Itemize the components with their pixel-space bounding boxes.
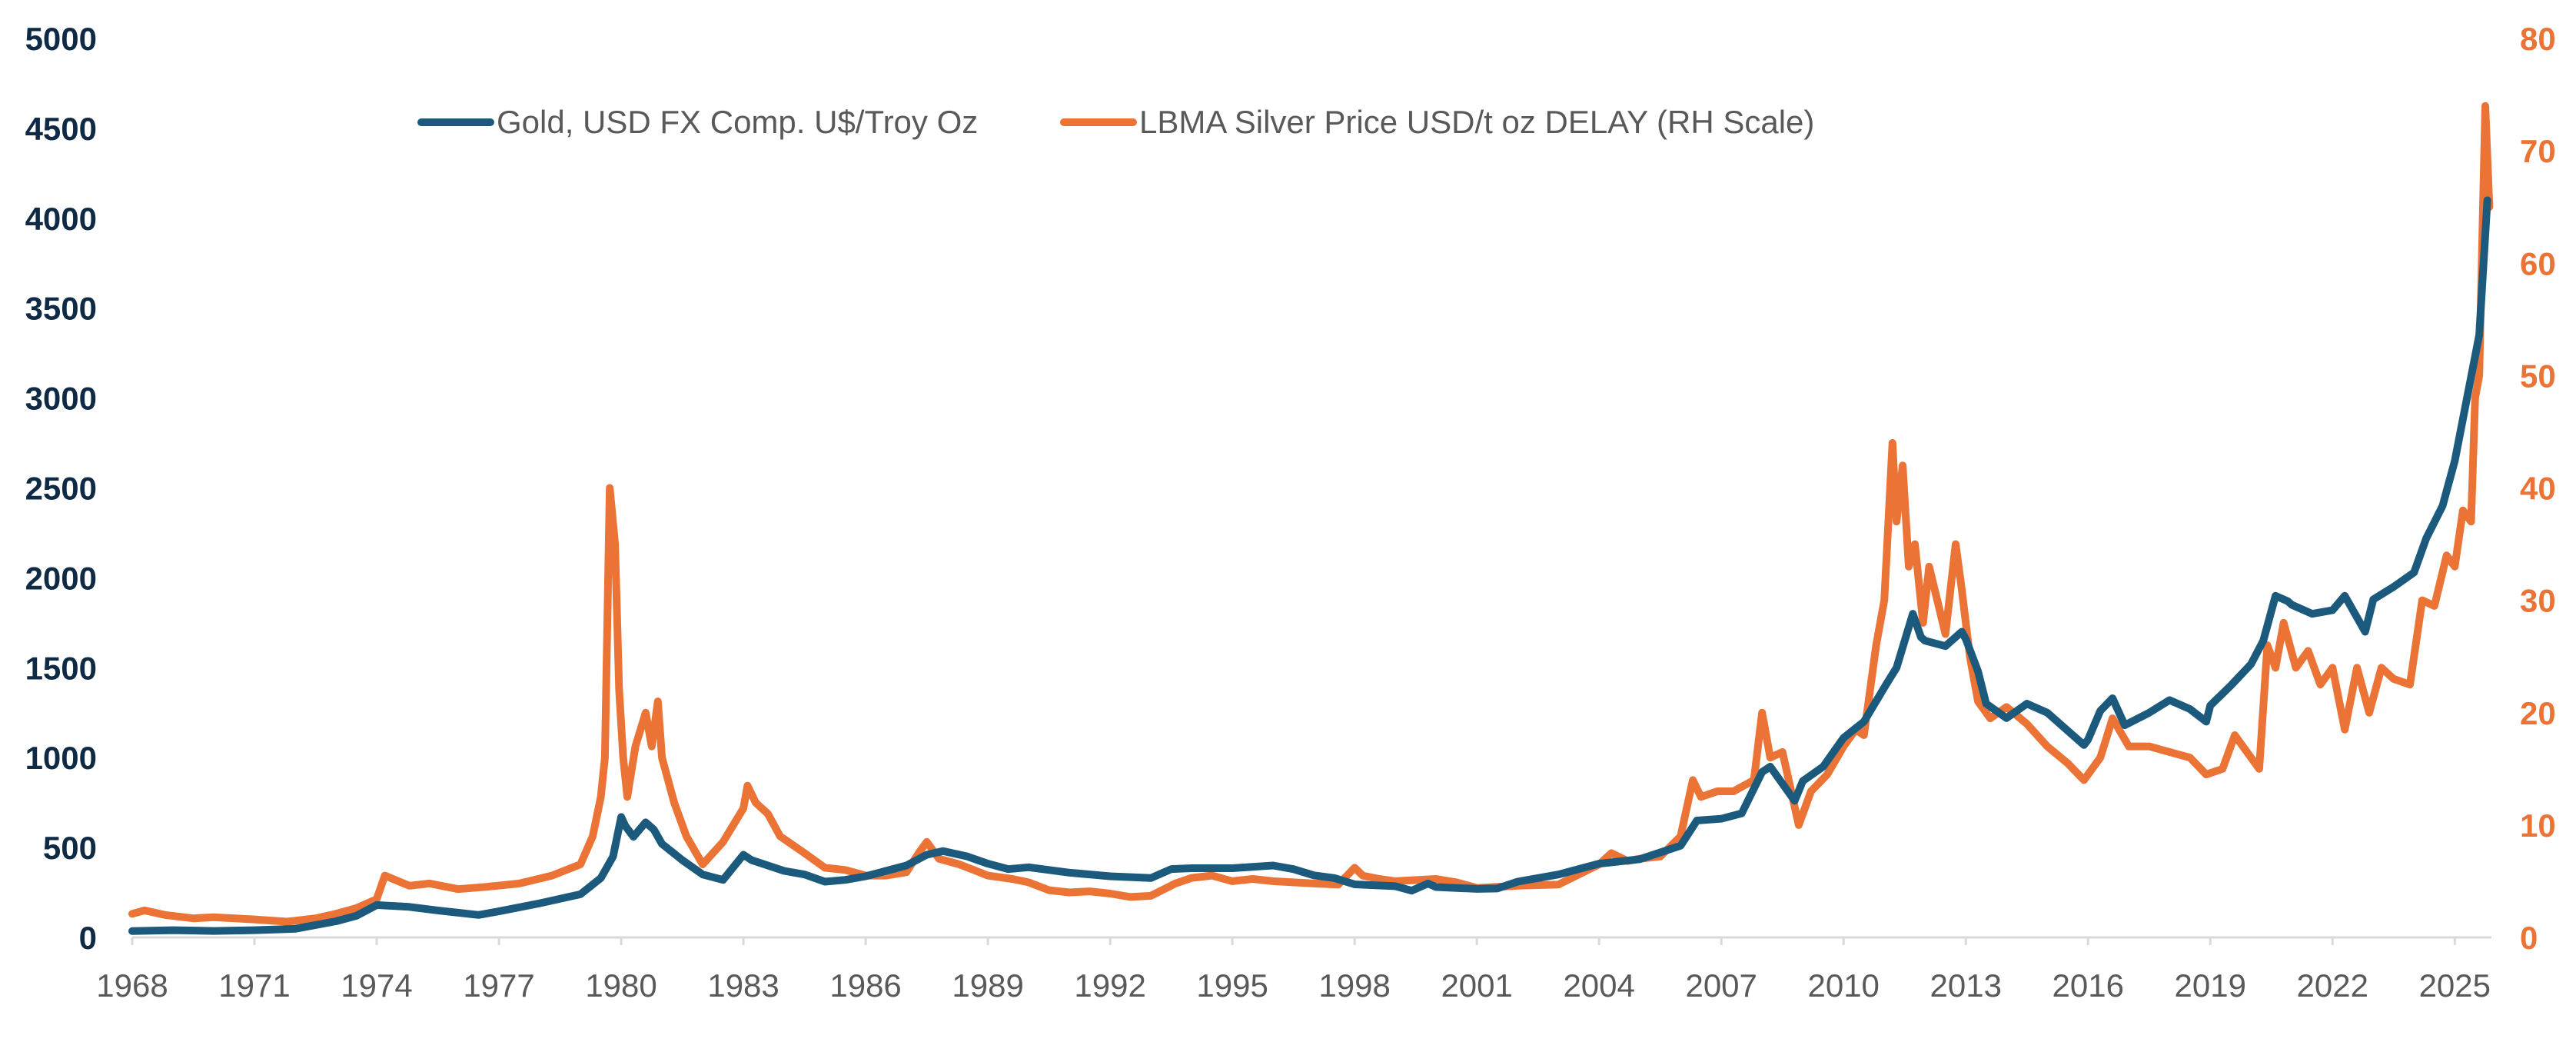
x-tick-label: 1983 bbox=[707, 967, 779, 1004]
right-y-tick-label: 40 bbox=[2520, 471, 2556, 507]
x-tick-label: 1974 bbox=[341, 967, 412, 1004]
left-y-tick-label: 0 bbox=[79, 920, 97, 956]
right-y-tick-label: 70 bbox=[2520, 133, 2556, 169]
series-layer bbox=[128, 102, 2494, 935]
x-tick-label: 2022 bbox=[2297, 967, 2368, 1004]
x-tick-label: 2001 bbox=[1441, 967, 1512, 1004]
left-y-tick-label: 5000 bbox=[25, 21, 97, 57]
right-y-tick-label: 60 bbox=[2520, 245, 2556, 281]
x-tick-label: 2007 bbox=[1685, 967, 1757, 1004]
x-axis-ticks: 1968 1971 1974 1977 1980 1983 1986 1989 1992 1995… bbox=[96, 937, 2491, 1004]
x-tick-label: 1998 bbox=[1318, 967, 1390, 1004]
left-y-tick-label: 1500 bbox=[25, 650, 97, 686]
right-y-tick-label: 50 bbox=[2520, 358, 2556, 394]
left-y-tick-label: 4000 bbox=[25, 201, 97, 237]
left-y-tick-label: 3500 bbox=[25, 291, 97, 327]
silver-price-line bbox=[128, 102, 2494, 926]
x-tick-label: 1995 bbox=[1196, 967, 1268, 1004]
x-tick-label: 2013 bbox=[1930, 967, 2002, 1004]
legend-label-silver: LBMA Silver Price USD/t oz DELAY (RH Sca… bbox=[1139, 104, 1814, 140]
left-axis-ticks: 0 500 1000 1500 2000 2500 3000 3500 4000 4500 5000 bbox=[25, 21, 97, 956]
x-tick-label: 2019 bbox=[2175, 967, 2246, 1004]
x-tick-label: 1971 bbox=[218, 967, 290, 1004]
x-tick-label: 1986 bbox=[829, 967, 901, 1004]
x-tick-label: 1977 bbox=[463, 967, 534, 1004]
left-y-tick-label: 2500 bbox=[25, 471, 97, 507]
x-tick-label: 1980 bbox=[585, 967, 656, 1004]
right-y-tick-label: 30 bbox=[2520, 583, 2556, 619]
legend: Gold, USD FX Comp. U$/Troy Oz LBMA Silve… bbox=[417, 104, 1814, 140]
left-y-tick-label: 500 bbox=[43, 830, 97, 866]
left-y-tick-label: 3000 bbox=[25, 381, 97, 417]
x-tick-label: 2025 bbox=[2419, 967, 2491, 1004]
x-tick-label: 2010 bbox=[1807, 967, 1879, 1004]
x-tick-label: 1992 bbox=[1074, 967, 1145, 1004]
gold-price-line bbox=[128, 196, 2491, 935]
left-y-tick-label: 4500 bbox=[25, 111, 97, 147]
right-axis-ticks: 0 10 20 30 40 50 60 70 80 bbox=[2520, 21, 2556, 956]
x-tick-label: 2016 bbox=[2052, 967, 2124, 1004]
legend-label-gold: Gold, USD FX Comp. U$/Troy Oz bbox=[497, 104, 978, 140]
left-y-tick-label: 2000 bbox=[25, 560, 97, 596]
right-y-tick-label: 80 bbox=[2520, 21, 2556, 57]
right-y-tick-label: 10 bbox=[2520, 807, 2556, 844]
right-y-tick-label: 0 bbox=[2520, 920, 2538, 956]
x-tick-label: 1968 bbox=[96, 967, 168, 1004]
x-tick-label: 1989 bbox=[952, 967, 1023, 1004]
x-tick-label: 2004 bbox=[1563, 967, 1634, 1004]
right-y-tick-label: 20 bbox=[2520, 695, 2556, 731]
left-y-tick-label: 1000 bbox=[25, 740, 97, 776]
